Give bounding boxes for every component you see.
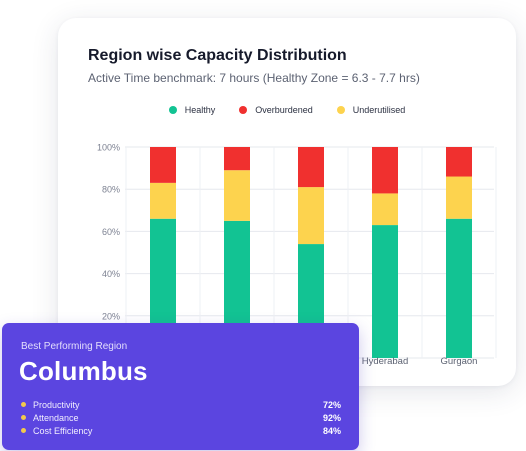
bar-segment-overburdened [224,147,250,171]
y-tick-label: 60% [102,227,120,237]
metric-list: Productivity 72% Attendance 92% Cost Eff… [21,398,341,437]
chart-legend: Healthy Overburdened Underutilised [58,105,516,115]
legend-label-healthy: Healthy [184,105,216,115]
bar-segment-underutilised [446,176,472,219]
legend-label-underutilised: Underutilised [352,105,406,115]
legend-dot-healthy [168,106,177,114]
y-tick-label: 80% [102,185,120,195]
bar-segment-overburdened [446,147,472,177]
legend-item-healthy[interactable]: Healthy [168,105,216,115]
best-region-name: Columbus [19,356,148,386]
legend-dot-overburdened [239,106,248,114]
metric-value: 84% [322,425,341,436]
y-tick-label: 100% [97,143,120,153]
chart-subtitle: Active Time benchmark: 7 hours (Healthy … [88,71,420,85]
metric-attendance: Attendance 92% [21,411,341,424]
metric-value: 72% [322,399,341,410]
y-tick-label: 20% [102,311,120,321]
x-tick-label: Hyderabad [362,356,408,367]
metric-productivity: Productivity 72% [21,398,341,411]
x-tick-label: Gurgaon [441,356,478,367]
bar-segment-underutilised [298,187,324,245]
bar-segment-underutilised [150,182,176,219]
y-tick-label: 40% [102,269,120,279]
bar-segment-overburdened [150,147,176,183]
metric-name: Attendance [33,412,79,423]
metric-name: Cost Efficiency [33,425,93,436]
bar-segment-healthy [372,225,398,358]
chart-title: Region wise Capacity Distribution [88,47,347,64]
bullet-icon [21,415,26,420]
bar-segment-underutilised [224,170,250,221]
metric-value: 92% [322,412,341,423]
bar-segment-overburdened [372,147,398,194]
bar-segment-overburdened [298,147,324,188]
best-region-label: Best Performing Region [21,341,128,352]
bullet-icon [21,402,26,407]
best-region-card: Best Performing Region Columbus Producti… [2,323,359,450]
legend-dot-underutilised [336,106,345,114]
legend-item-underutilised[interactable]: Underutilised [336,105,406,115]
metric-name: Productivity [33,399,80,410]
bullet-icon [21,428,26,433]
legend-item-overburdened[interactable]: Overburdened [239,105,313,115]
bar-segment-underutilised [372,193,398,226]
bar-segment-healthy [446,218,472,358]
metric-cost-efficiency: Cost Efficiency 84% [21,424,341,437]
legend-label-overburdened: Overburdened [255,105,313,115]
